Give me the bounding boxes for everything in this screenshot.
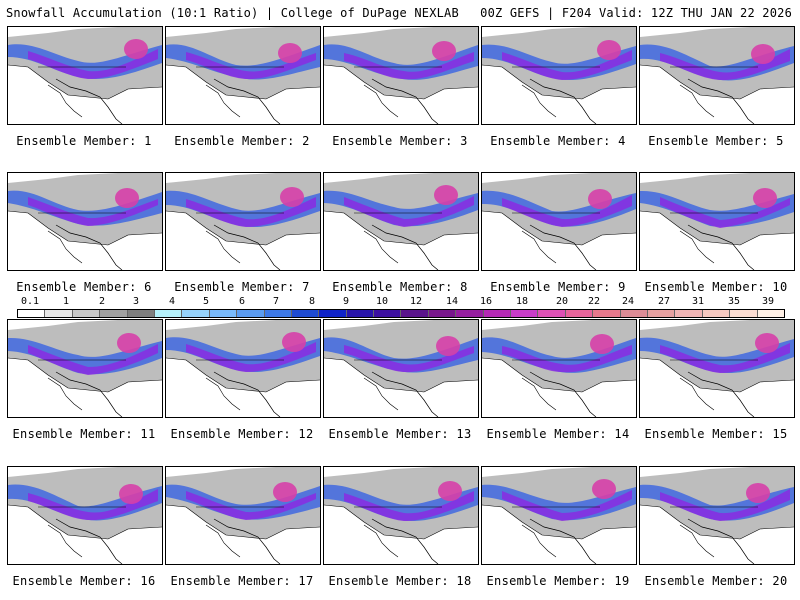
ensemble-member-label: Ensemble Member: 4 [490,134,626,148]
colorbar-swatch [182,310,210,317]
colorbar-tick-label: 18 [515,296,529,307]
ensemble-member-label: Ensemble Member: 7 [174,280,310,294]
ensemble-member-label: Ensemble Member: 12 [170,427,314,441]
colorbar-swatch [209,310,238,317]
ensemble-map-panel [7,172,163,271]
colorbar-swatch [428,310,457,317]
colorbar-tick-label: 27 [657,296,671,307]
colorbar-swatch [702,310,731,317]
ensemble-member-label: Ensemble Member: 18 [328,574,472,588]
colorbar [17,309,785,318]
colorbar-tick-label: 4 [168,296,176,307]
colorbar-swatch [757,310,784,317]
colorbar-swatch [483,310,512,317]
colorbar-swatch [18,310,46,317]
colorbar-tick-label: 3 [132,296,140,307]
ensemble-member-label: Ensemble Member: 5 [648,134,784,148]
ensemble-member-label: Ensemble Member: 8 [332,280,468,294]
ensemble-map-panel [323,172,479,271]
ensemble-member-label: Ensemble Member: 11 [12,427,156,441]
ensemble-map-panel [639,319,795,418]
ensemble-member-label: Ensemble Member: 6 [16,280,152,294]
ensemble-member-label: Ensemble Member: 1 [16,134,152,148]
colorbar-swatch [675,310,703,317]
colorbar-swatch [100,310,128,317]
colorbar-swatch [620,310,648,317]
ensemble-member-label: Ensemble Member: 9 [490,280,626,294]
colorbar-swatch [401,310,429,317]
ensemble-map-panel [481,466,637,565]
ensemble-member-label: Ensemble Member: 16 [12,574,156,588]
ensemble-map-panel [323,319,479,418]
colorbar-tick-label: 12 [409,296,423,307]
colorbar-swatch [319,310,347,317]
colorbar-swatch [154,310,183,317]
colorbar-swatch [291,310,320,317]
colorbar-swatch [538,310,566,317]
ensemble-map-panel [165,466,321,565]
ensemble-member-label: Ensemble Member: 10 [644,280,788,294]
colorbar-tick-label: 10 [375,296,389,307]
ensemble-map-panel [323,26,479,125]
colorbar-tick-label: 39 [761,296,775,307]
ensemble-map-panel [481,319,637,418]
ensemble-member-label: Ensemble Member: 20 [644,574,788,588]
ensemble-member-label: Ensemble Member: 2 [174,134,310,148]
ensemble-member-label: Ensemble Member: 3 [332,134,468,148]
ensemble-map-panel [639,26,795,125]
colorbar-swatch [456,310,484,317]
colorbar-tick-label: 22 [587,296,601,307]
colorbar-tick-label: 20 [555,296,569,307]
ensemble-member-label: Ensemble Member: 19 [486,574,630,588]
ensemble-member-label: Ensemble Member: 17 [170,574,314,588]
colorbar-tick-label: 6 [238,296,246,307]
colorbar-swatch [72,310,101,317]
ensemble-member-label: Ensemble Member: 15 [644,427,788,441]
ensemble-map-panel [481,26,637,125]
ensemble-map-panel [7,26,163,125]
ensemble-member-label: Ensemble Member: 14 [486,427,630,441]
colorbar-tick-label: 1 [62,296,70,307]
ensemble-map-panel [7,319,163,418]
colorbar-swatch [565,310,594,317]
colorbar-tick-label: 14 [445,296,459,307]
colorbar-tick-label: 0.1 [20,296,40,307]
ensemble-map-panel [165,26,321,125]
colorbar-tick-label: 31 [691,296,705,307]
ensemble-map-panel [639,466,795,565]
colorbar-swatch [374,310,402,317]
ensemble-map-panel [7,466,163,565]
colorbar-tick-label: 9 [342,296,350,307]
ensemble-map-panel [323,466,479,565]
colorbar-tick-label: 2 [98,296,106,307]
colorbar-swatch [730,310,758,317]
ensemble-member-label: Ensemble Member: 13 [328,427,472,441]
colorbar-tick-label: 16 [479,296,493,307]
colorbar-tick-label: 5 [202,296,210,307]
header-left-title: Snowfall Accumulation (10:1 Ratio) | Col… [6,6,459,20]
colorbar-tick-label: 24 [621,296,635,307]
colorbar-swatch [264,310,292,317]
colorbar-tick-label: 8 [308,296,316,307]
ensemble-map-panel [165,172,321,271]
colorbar-tick-label: 7 [272,296,280,307]
ensemble-map-panel [481,172,637,271]
header-right-title: 00Z GEFS | F204 Valid: 12Z THU JAN 22 20… [480,6,792,20]
colorbar-swatch [647,310,676,317]
colorbar-swatch [237,310,265,317]
colorbar-swatch [127,310,155,317]
colorbar-tick-label: 35 [727,296,741,307]
ensemble-map-panel [639,172,795,271]
colorbar-swatch [593,310,621,317]
colorbar-swatch [45,310,73,317]
colorbar-swatch [346,310,375,317]
ensemble-map-panel [165,319,321,418]
colorbar-swatch [511,310,539,317]
